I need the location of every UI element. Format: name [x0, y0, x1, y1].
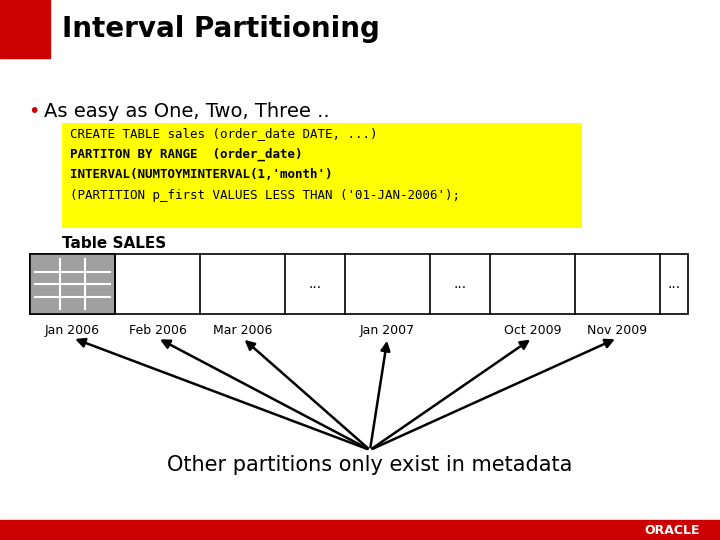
Bar: [30, 254, 688, 314]
Text: (PARTITION p_first VALUES LESS THAN ('01-JAN-2006');: (PARTITION p_first VALUES LESS THAN ('01…: [70, 189, 460, 202]
Text: ...: ...: [667, 277, 680, 291]
Text: Mar 2006: Mar 2006: [213, 324, 272, 337]
Text: ORACLE: ORACLE: [644, 523, 700, 537]
Text: ...: ...: [454, 277, 467, 291]
Bar: [0, 520, 720, 540]
Text: PARTITON BY RANGE  (order_date): PARTITON BY RANGE (order_date): [70, 148, 302, 161]
Text: Oct 2009: Oct 2009: [504, 324, 562, 337]
Text: CREATE TABLE sales (order_date DATE, ...): CREATE TABLE sales (order_date DATE, ...…: [70, 127, 377, 140]
Bar: [30, 254, 115, 314]
Text: Jan 2007: Jan 2007: [360, 324, 415, 337]
Text: Jan 2006: Jan 2006: [45, 324, 100, 337]
Text: Interval Partitioning: Interval Partitioning: [62, 15, 380, 43]
Text: Nov 2009: Nov 2009: [588, 324, 647, 337]
Text: Other partitions only exist in metadata: Other partitions only exist in metadata: [167, 455, 572, 475]
Bar: [0, 0, 50, 58]
Text: •: •: [28, 102, 40, 121]
Text: Table SALES: Table SALES: [62, 236, 166, 251]
Text: ...: ...: [308, 277, 322, 291]
Bar: [62, 123, 582, 228]
Text: As easy as One, Two, Three ..: As easy as One, Two, Three ..: [44, 102, 330, 121]
Text: INTERVAL(NUMTOYMINTERVAL(1,'month'): INTERVAL(NUMTOYMINTERVAL(1,'month'): [70, 168, 333, 181]
Text: Feb 2006: Feb 2006: [129, 324, 186, 337]
